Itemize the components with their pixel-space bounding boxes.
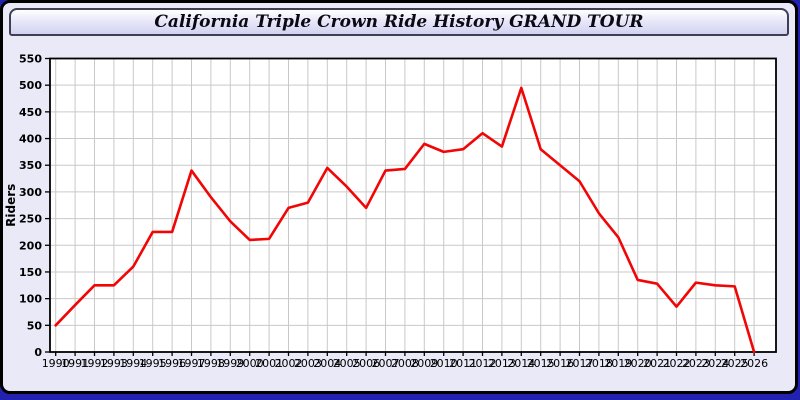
y-tick-label: 300: [19, 186, 42, 199]
x-tick-label: 2021: [643, 357, 671, 370]
x-tick-label: 1995: [139, 357, 167, 370]
y-tick-label: 250: [19, 213, 42, 226]
x-tick-label: 1997: [178, 357, 206, 370]
x-tick-label: 2018: [585, 357, 613, 370]
x-tick-label: 2017: [566, 357, 594, 370]
x-tick-label: 2002: [275, 357, 303, 370]
x-tick-label: 1994: [119, 357, 147, 370]
x-tick-label: 2015: [527, 357, 555, 370]
y-tick-label: 400: [19, 133, 42, 146]
plot-area: [50, 58, 776, 352]
y-tick-label: 450: [19, 106, 42, 119]
y-axis-label: Riders: [4, 184, 18, 227]
x-tick-label: 2024: [701, 357, 729, 370]
x-tick-label: 1998: [197, 357, 225, 370]
x-tick-label: 1992: [81, 357, 109, 370]
x-tick-label: 1999: [216, 357, 244, 370]
x-tick-label: 1993: [100, 357, 128, 370]
y-tick-label: 150: [19, 266, 42, 279]
x-tick-label: 2011: [449, 357, 477, 370]
x-tick-label: 2025: [721, 357, 749, 370]
x-tick-label: 2020: [624, 357, 652, 370]
x-tick-label: 2001: [255, 357, 283, 370]
x-tick-label: 2013: [488, 357, 516, 370]
ride-history-line: [54, 86, 756, 354]
y-tick-label: 0: [34, 346, 42, 359]
x-tick-label: 2008: [391, 357, 419, 370]
x-tick-label: 2010: [430, 357, 458, 370]
x-tick-label: 2009: [410, 357, 438, 370]
x-tick-label: 1996: [158, 357, 186, 370]
x-tick-label: 2026: [740, 357, 768, 370]
title-bar: California Triple Crown Ride History GRA…: [9, 8, 789, 36]
y-tick-label: 100: [19, 293, 42, 306]
x-tick-label: 2016: [546, 357, 574, 370]
x-tick-label: 2006: [352, 357, 380, 370]
x-tick-label: 2005: [333, 357, 361, 370]
x-tick-label: 2007: [372, 357, 400, 370]
y-tick-label: 500: [19, 79, 42, 92]
y-tick-label: 350: [19, 159, 42, 172]
chart-title: California Triple Crown Ride History GRA…: [154, 12, 644, 32]
y-tick-label: 50: [27, 319, 43, 332]
x-tick-label: 2022: [663, 357, 691, 370]
y-tick-label: 200: [19, 239, 42, 252]
x-tick-label: 2012: [469, 357, 497, 370]
plot-border: [49, 57, 777, 353]
x-tick-label: 2000: [236, 357, 264, 370]
y-tick-label: 550: [19, 53, 42, 66]
x-tick-label: 1990: [42, 357, 70, 370]
x-tick-label: 2023: [682, 357, 710, 370]
x-tick-label: 2014: [507, 357, 535, 370]
x-tick-label: 2019: [604, 357, 632, 370]
x-tick-label: 2004: [313, 357, 341, 370]
x-tick-label: 2003: [294, 357, 322, 370]
x-tick-label: 1991: [61, 357, 89, 370]
